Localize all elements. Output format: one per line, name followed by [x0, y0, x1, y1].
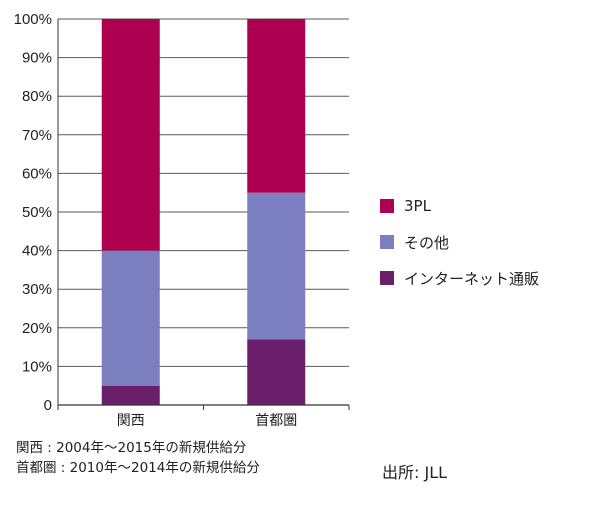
bar-segment — [247, 339, 306, 405]
y-tick-label: 40% — [22, 243, 52, 260]
y-tick-label: 30% — [22, 281, 52, 298]
legend-item: インターネット通販 — [380, 268, 539, 288]
legend-swatch — [380, 235, 394, 249]
legend: 3PL その他インターネット通販 — [380, 196, 539, 304]
legend-label: インターネット通販 — [404, 269, 540, 288]
bar-segment — [247, 19, 306, 193]
legend-swatch — [380, 271, 394, 285]
note-shutoken: 首都圏 : 2010年～2014年の新規供給分 — [16, 460, 260, 476]
x-category-label: 首都圏 — [255, 413, 297, 429]
bar-segment — [101, 385, 160, 405]
source-label: 出所: JLL — [382, 463, 448, 482]
y-tick-label: 20% — [22, 320, 52, 337]
legend-swatch — [380, 199, 394, 213]
legend-label: その他 — [404, 233, 450, 252]
x-category-label: 関西 — [117, 413, 145, 429]
y-tick-label: 80% — [22, 88, 52, 105]
y-tick-label: 50% — [22, 204, 52, 221]
bar-segment — [247, 192, 306, 340]
y-tick-label: 60% — [22, 165, 52, 182]
chart-notes: 関西 : 2004年～2015年の新規供給分 首都圏 : 2010年～2014年… — [16, 438, 260, 478]
y-tick-label: 90% — [22, 50, 52, 67]
legend-label: 3PL — [404, 197, 431, 215]
legend-item: その他 — [380, 232, 539, 252]
bar-segment — [101, 19, 160, 251]
y-tick-label: 100% — [14, 11, 52, 28]
y-tick-label: 0 — [44, 397, 52, 414]
y-tick-label: 70% — [22, 127, 52, 144]
legend-item: 3PL — [380, 196, 539, 216]
note-kansai: 関西 : 2004年～2015年の新規供給分 — [16, 440, 247, 456]
bar-segment — [101, 250, 160, 386]
y-tick-label: 10% — [22, 358, 52, 375]
